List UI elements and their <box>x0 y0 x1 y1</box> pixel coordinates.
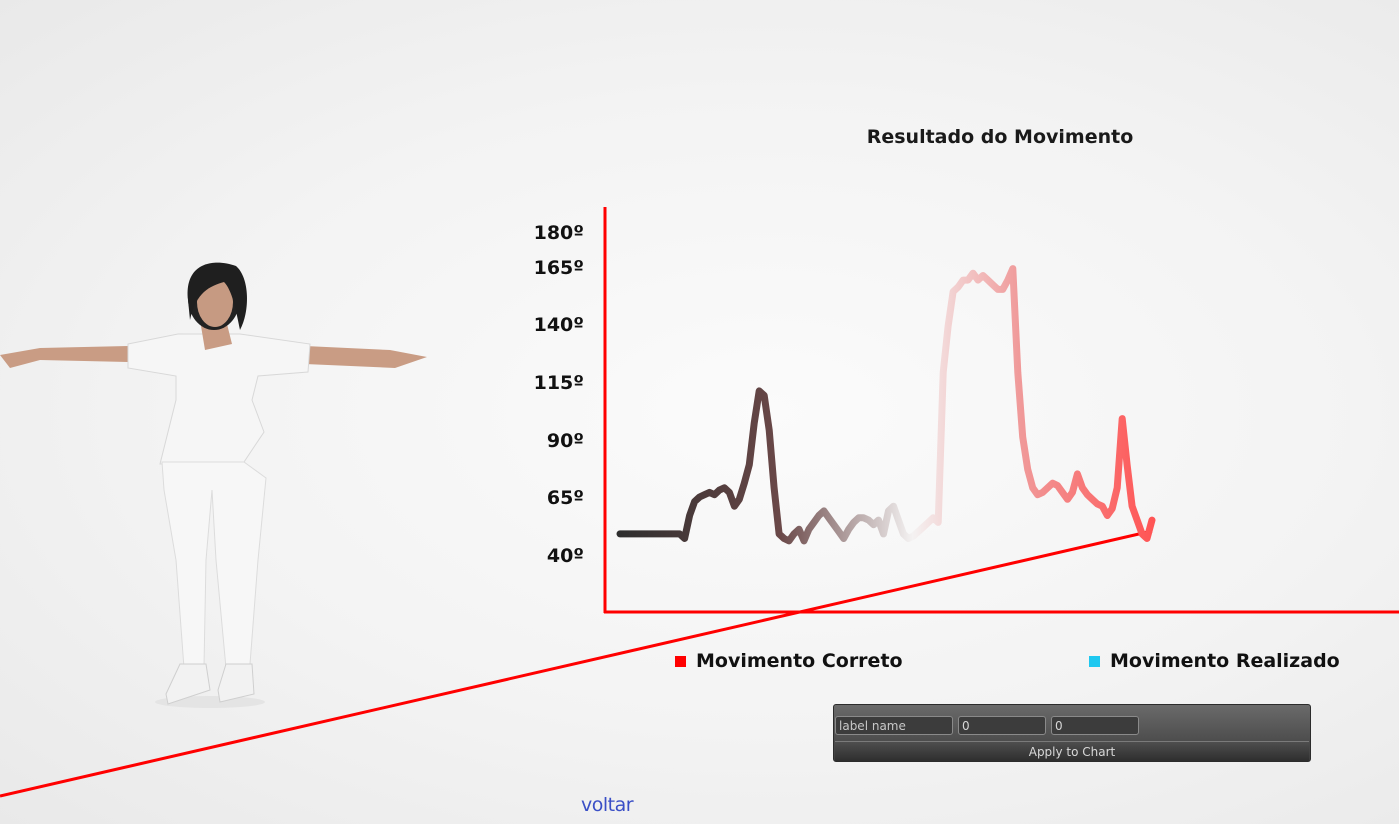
value-1-input[interactable] <box>958 716 1046 735</box>
depth-axis-line <box>0 529 1153 798</box>
avatar-right-arm <box>305 346 427 368</box>
voltar-link[interactable]: voltar <box>581 794 634 816</box>
avatar-left-shoe <box>165 663 211 705</box>
legend-swatch-correto <box>675 655 686 667</box>
avatar-right-shoe <box>217 663 255 703</box>
avatar-shirt <box>127 333 311 465</box>
label-name-input[interactable] <box>835 716 953 735</box>
apply-to-chart-button[interactable]: Apply to Chart <box>835 741 1309 761</box>
avatar-left-arm <box>0 346 130 368</box>
series-line-correto <box>616 265 1156 545</box>
value-2-input[interactable] <box>1051 716 1139 735</box>
y-tick-label: 90º <box>546 429 584 452</box>
y-tick-label: 165º <box>533 256 584 279</box>
series-layer <box>616 265 1156 545</box>
chart-edit-panel: Apply to Chart <box>833 704 1311 762</box>
legend-item-realizado: Movimento Realizado <box>1089 650 1340 672</box>
y-tick-label: 65º <box>546 487 584 510</box>
legend-item-correto: Movimento Correto <box>675 650 903 672</box>
avatar-pants <box>161 461 267 669</box>
chart-title: Resultado do Movimento <box>866 126 1134 148</box>
avatar-hair <box>187 262 248 330</box>
y-tick-label: 115º <box>533 371 584 394</box>
avatar-figure <box>0 262 427 708</box>
legend-label-correto: Movimento Correto <box>696 650 903 672</box>
legend-swatch-realizado <box>1089 655 1100 667</box>
y-tick-label: 180º <box>533 222 584 244</box>
y-tick-label: 140º <box>533 314 584 337</box>
legend-label-realizado: Movimento Realizado <box>1110 650 1340 672</box>
y-tick-label: 40º <box>546 545 584 567</box>
